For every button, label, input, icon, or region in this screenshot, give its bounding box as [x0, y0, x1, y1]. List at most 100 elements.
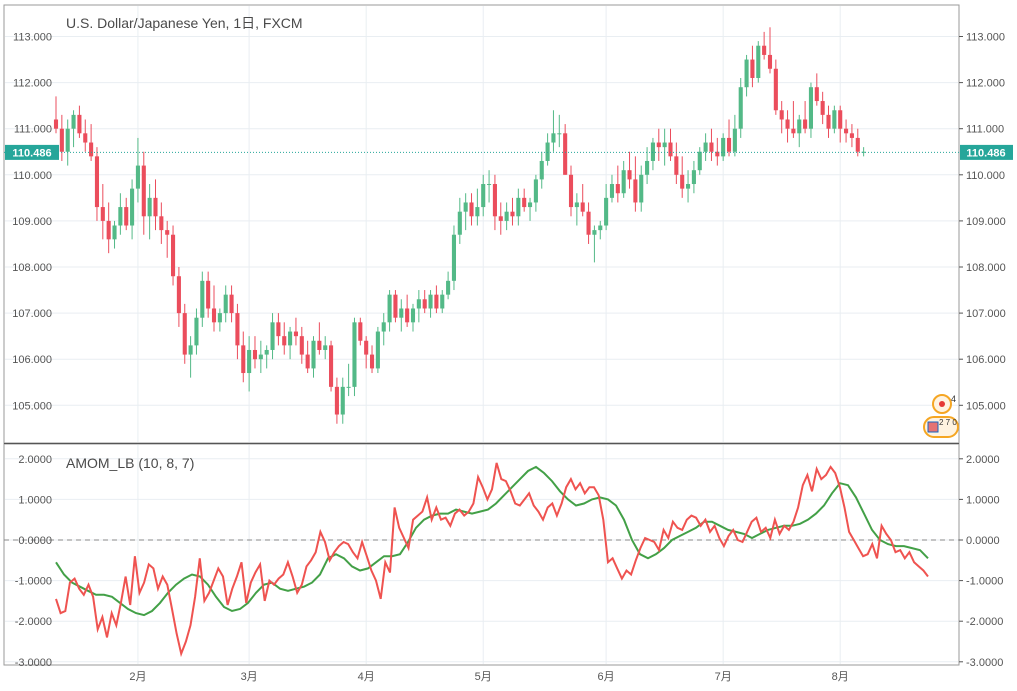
- candle-body: [627, 170, 632, 180]
- candle-body: [323, 345, 328, 350]
- candle-body: [100, 207, 105, 221]
- candle-body: [211, 308, 217, 323]
- candle-body: [516, 197, 521, 217]
- candle-body: [364, 340, 369, 355]
- price-tick-label-right: 112.000: [966, 78, 1005, 90]
- candle-body: [288, 331, 293, 346]
- candle-body: [264, 349, 269, 355]
- candle-body: [533, 179, 538, 203]
- price-axis-left[interactable]: 113.000 112.000 111.000 110.000 109.000 108.0…: [12, 32, 52, 413]
- candle-body: [849, 133, 854, 138]
- candle-body: [451, 234, 457, 281]
- candle-body: [241, 345, 246, 374]
- price-axis-right[interactable]: 113.000 112.000 111.000 110.000 109.000 108.0…: [959, 32, 1006, 413]
- candle-body: [475, 207, 480, 217]
- candle-body: [621, 170, 626, 194]
- candle-body: [135, 165, 140, 189]
- candle-body: [188, 345, 193, 355]
- candle-body: [358, 322, 363, 341]
- candle-body: [668, 142, 673, 157]
- candle-body: [153, 197, 158, 217]
- price-tick-label-right: 108.000: [966, 262, 1006, 274]
- price-tick-label-right: 105.000: [966, 400, 1006, 412]
- candle-body: [194, 317, 199, 346]
- candle-body: [838, 110, 843, 129]
- candle-body: [147, 197, 152, 217]
- indicator-tick-label-right: 0.0000: [966, 535, 1000, 547]
- candle-body: [645, 160, 650, 175]
- chart-title: U.S. Dollar/Japanese Yen, 1日, FXCM: [66, 15, 303, 31]
- candle-body: [732, 128, 737, 152]
- price-tick-label-left: 109.000: [12, 216, 52, 228]
- candle-body: [217, 313, 222, 323]
- indicator-axis-right[interactable]: 2.0000 1.0000 0.0000 -1.0000 -2.0000 -3.0000: [959, 454, 1003, 669]
- price-tick-label-left: 108.000: [12, 262, 52, 274]
- candle-body: [756, 45, 761, 78]
- candle-body: [820, 101, 825, 115]
- candle-body: [59, 128, 64, 152]
- candle-body: [844, 128, 849, 134]
- indicator-tick-label-left: 0.0000: [18, 535, 52, 547]
- month-label: 6月: [598, 671, 615, 683]
- last-price-badge-right-bg: [960, 144, 1013, 160]
- candle-body: [422, 299, 427, 309]
- price-tick-label-left: 110.000: [13, 170, 52, 182]
- month-label: 2月: [129, 671, 146, 683]
- candle-body: [182, 313, 187, 355]
- candle-body: [53, 119, 59, 129]
- candle-body: [551, 133, 556, 143]
- candle-body: [826, 114, 831, 129]
- candle-body: [744, 59, 749, 88]
- candle-body: [773, 68, 778, 111]
- month-label: 8月: [832, 671, 849, 683]
- price-tick-label-left: 113.000: [13, 32, 52, 44]
- price-tick-label-left: 106.000: [12, 354, 52, 366]
- indicator-tick-label-right: -3.0000: [966, 657, 1003, 669]
- candle-body: [469, 202, 474, 217]
- price-tick-label-right: 113.000: [966, 32, 1005, 44]
- candle-body: [592, 230, 597, 235]
- candle-body: [463, 202, 468, 212]
- candle-body: [808, 87, 814, 129]
- indicator-tick-label-right: 1.0000: [966, 494, 1000, 506]
- last-price-badge-left-bg: [5, 144, 59, 160]
- candle-body: [428, 294, 433, 309]
- candle-body: [247, 349, 252, 374]
- candle-body: [557, 133, 562, 135]
- candle-body: [504, 211, 509, 221]
- last-price-label-left: 110.486: [12, 147, 51, 159]
- month-label: 4月: [358, 671, 375, 683]
- event-badges[interactable]: 4 2 7 0: [923, 394, 959, 438]
- month-label: 7月: [715, 671, 732, 683]
- candle-body: [340, 386, 345, 415]
- candle-body: [71, 114, 76, 129]
- candle-body: [709, 142, 714, 152]
- price-tick-label-right: 107.000: [966, 308, 1006, 320]
- candle-body: [94, 156, 100, 208]
- candle-body: [726, 137, 732, 152]
- candle-body: [77, 114, 82, 134]
- candle-body: [697, 151, 702, 171]
- candle-body: [440, 294, 445, 309]
- candle-body: [522, 197, 527, 208]
- price-tick-label-left: 107.000: [12, 308, 52, 320]
- candle-body: [492, 184, 497, 217]
- candle-body: [604, 197, 609, 226]
- candle-body: [662, 142, 667, 148]
- us-flag-icon: [927, 421, 939, 433]
- price-tick-label-left: 111.000: [14, 124, 52, 136]
- indicator-axis-left[interactable]: 2.0000 1.0000 0.0000 -1.0000 -2.0000 -3.0000: [15, 454, 52, 669]
- candle-body: [276, 322, 281, 337]
- candle-body: [527, 202, 533, 208]
- indicator-tick-label-left: -3.0000: [15, 657, 52, 669]
- time-axis[interactable]: 2月 3月 4月 5月 6月 7月 8月: [129, 671, 848, 683]
- candlestick-series: [53, 27, 866, 424]
- candle-body: [118, 207, 123, 226]
- candle-body: [633, 179, 638, 203]
- candle-body: [779, 110, 784, 120]
- candle-body: [334, 386, 339, 415]
- candle-body: [229, 294, 234, 314]
- candle-body: [457, 211, 462, 235]
- candle-body: [270, 322, 275, 350]
- candle-body: [410, 308, 416, 323]
